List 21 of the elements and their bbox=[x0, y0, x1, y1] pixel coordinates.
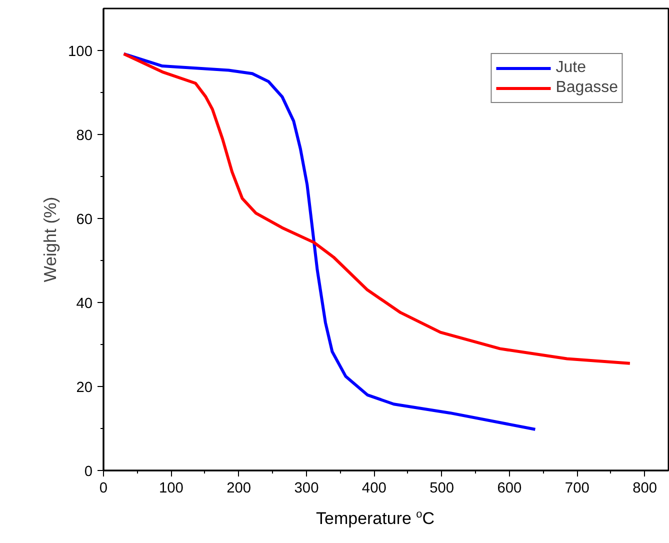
y-tick-label: 100 bbox=[68, 44, 93, 60]
y-tick-label: 0 bbox=[84, 464, 93, 480]
x-tick-label: 400 bbox=[362, 480, 386, 496]
y-tick-label: 60 bbox=[76, 212, 93, 228]
line-series bbox=[122, 52, 632, 365]
x-tick-label: 200 bbox=[226, 480, 252, 496]
x-axis-title: Temperature $^{o}$C bbox=[316, 507, 435, 530]
y-axis-title: Weight (%) bbox=[40, 196, 60, 282]
legend-label: Bagasse bbox=[556, 79, 618, 97]
y-tick-label: 20 bbox=[76, 380, 93, 396]
x-tick-label: 600 bbox=[497, 480, 522, 496]
x-tick-label: 800 bbox=[632, 480, 658, 496]
x-tick-label: 500 bbox=[430, 480, 454, 496]
line-series bbox=[122, 52, 537, 431]
x-tick-label: 700 bbox=[564, 480, 590, 496]
y-tick-label: 80 bbox=[76, 128, 93, 144]
legend-label: Jute bbox=[556, 59, 586, 77]
x-tick-label: 0 bbox=[99, 480, 108, 496]
x-tick-label: 100 bbox=[158, 480, 184, 496]
y-tick-label: 40 bbox=[76, 296, 93, 312]
x-tick-label: 300 bbox=[294, 480, 319, 496]
